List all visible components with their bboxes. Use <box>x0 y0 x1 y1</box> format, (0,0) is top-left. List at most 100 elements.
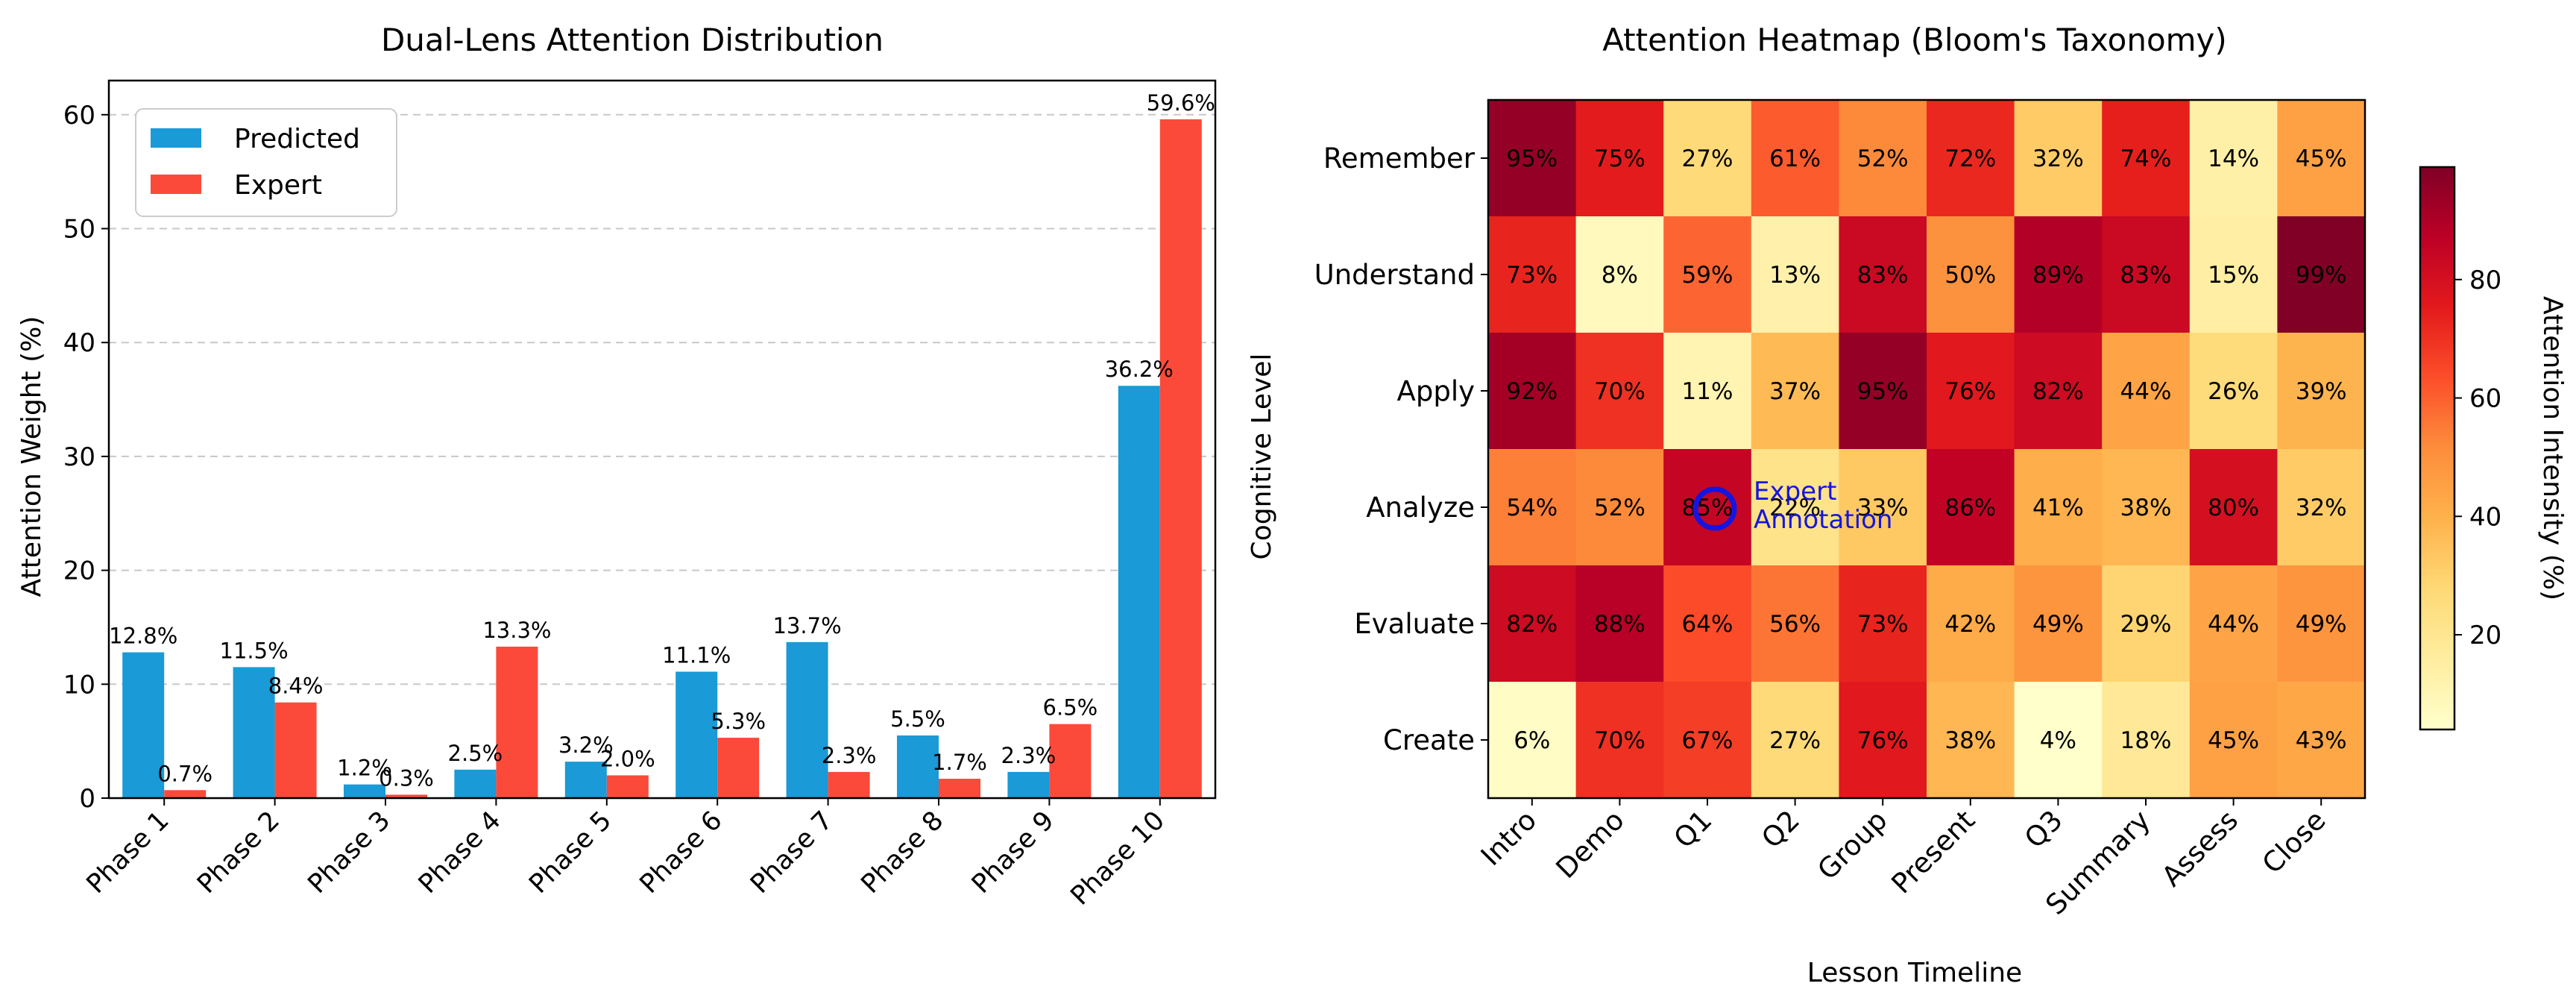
heatmap-column-label: Demo <box>1550 804 1631 885</box>
predicted-bar <box>786 641 828 798</box>
heatmap-cell-label: 70% <box>1594 378 1646 405</box>
heatmap-cell <box>1663 449 1752 566</box>
heatmap-cell-label: 73% <box>1506 262 1558 289</box>
predicted-bar <box>233 667 275 798</box>
annotation-circle-marker <box>1692 486 1737 531</box>
expert-value-label: 2.0% <box>600 746 655 771</box>
colorbar-label: Attention Intensity (%) <box>2537 296 2568 600</box>
bar-x-tick-label: Phase 2 <box>192 806 286 900</box>
heatmap-cell <box>2014 449 2103 566</box>
heatmap-cell <box>2189 449 2278 566</box>
heatmap-cell-label: 67% <box>1682 727 1733 754</box>
heatmap-cell-label: 95% <box>1857 378 1909 405</box>
legend-predicted-swatch <box>151 128 201 148</box>
heatmap-cell <box>2014 565 2103 682</box>
heatmap-cell-label: 95% <box>1506 145 1558 172</box>
heatmap-cell-label: 22% <box>1769 495 1821 521</box>
heatmap-cell-label: 83% <box>2120 262 2172 289</box>
heatmap-cell-label: 75% <box>1594 145 1646 172</box>
expert-bar <box>274 702 317 798</box>
predicted-value-label: 1.2% <box>337 756 392 781</box>
expert-value-label: 13.3% <box>482 618 551 643</box>
heatmap-cell <box>1927 449 2015 566</box>
legend-predicted-label: Predicted <box>234 124 360 154</box>
heatmap-cell <box>1839 216 1927 333</box>
heatmap-cell-label: 64% <box>1682 611 1733 638</box>
predicted-bar <box>897 735 939 798</box>
heatmap-cell-label: 88% <box>1594 611 1646 638</box>
heatmap-cell-label: 43% <box>2296 727 2347 754</box>
heatmap-row-label: Analyze <box>1366 492 1475 524</box>
heatmap-row-label: Understand <box>1314 259 1475 291</box>
heatmap-cell <box>1575 565 1664 682</box>
heatmap-cell <box>1488 565 1577 682</box>
heatmap-cell <box>2102 216 2191 333</box>
colorbar-tick-label: 80 <box>2469 266 2501 295</box>
predicted-value-label: 13.7% <box>773 613 842 638</box>
annotation-text-line1: Expert <box>1754 477 1836 506</box>
heatmap-cell <box>2102 682 2191 799</box>
heatmap-cell <box>1751 565 1839 682</box>
heatmap-cell <box>2277 216 2366 333</box>
heatmap-cell <box>2102 449 2191 566</box>
colorbar-tick-label: 40 <box>2469 502 2501 532</box>
heatmap-cell-label: 72% <box>1944 145 1996 172</box>
heatmap-cell <box>1839 100 1927 217</box>
bar-chart-title: Dual-Lens Attention Distribution <box>381 22 884 58</box>
heatmap-cell-label: 4% <box>2040 727 2076 754</box>
predicted-value-label: 11.5% <box>220 638 289 663</box>
heatmap-cell <box>1575 449 1664 566</box>
expert-value-label: 1.7% <box>932 750 987 775</box>
heatmap-cell <box>1839 682 1927 799</box>
heatmap-cell <box>2277 333 2366 450</box>
heatmap-cell <box>1927 100 2015 217</box>
heatmap-cell-label: 33% <box>1857 495 1909 521</box>
heatmap-cell <box>1663 333 1752 450</box>
predicted-bar <box>1007 771 1050 798</box>
predicted-value-label: 2.5% <box>448 741 503 766</box>
heatmap-cell <box>2277 100 2366 217</box>
heatmap-cell <box>1575 216 1664 333</box>
heatmap-cell-label: 49% <box>2032 611 2084 638</box>
heatmap-cell-label: 86% <box>1944 495 1996 521</box>
bar-x-tick-label: Phase 8 <box>856 806 950 900</box>
heatmap-cell <box>2014 100 2103 217</box>
heatmap-cell <box>1751 682 1839 799</box>
heatmap-cell-label: 6% <box>1514 727 1550 754</box>
heatmap-cell-label: 13% <box>1769 262 1821 289</box>
heatmap-cell <box>1488 449 1577 566</box>
expert-bar <box>1159 119 1202 798</box>
heatmap-cell <box>1575 333 1664 450</box>
heatmap-cell-label: 41% <box>2032 495 2084 521</box>
heatmap-cell <box>1488 682 1577 799</box>
legend-expert-swatch <box>151 175 201 194</box>
bar-y-tick-label: 60 <box>63 101 95 131</box>
expert-value-label: 5.3% <box>711 709 766 734</box>
expert-bar <box>717 738 760 798</box>
heatmap-cell <box>2102 100 2191 217</box>
heatmap-title: Attention Heatmap (Bloom's Taxonomy) <box>1602 22 2227 58</box>
heatmap-cell <box>1927 333 2015 450</box>
bar-chart-bars <box>122 119 1202 798</box>
heatmap-cell-label: 50% <box>1944 262 1996 289</box>
expert-bar <box>1049 724 1092 798</box>
predicted-value-label: 3.2% <box>558 732 614 758</box>
heatmap-row-label: Evaluate <box>1354 608 1475 640</box>
heatmap-cell <box>1927 565 2015 682</box>
heatmap-cell <box>2014 216 2103 333</box>
heatmap-cell-label: 82% <box>2032 378 2084 405</box>
expert-value-label: 59.6% <box>1147 90 1215 116</box>
heatmap-cell-label: 82% <box>1506 611 1558 638</box>
heatmap-cell-label: 44% <box>2120 378 2172 405</box>
heatmap-cell <box>1488 100 1577 217</box>
heatmap-cell-label: 37% <box>1769 378 1821 405</box>
heatmap-row-label: Apply <box>1397 375 1475 407</box>
bar-x-tick-label: Phase 7 <box>745 806 839 900</box>
heatmap-cell <box>2277 565 2366 682</box>
heatmap-cell <box>1839 565 1927 682</box>
heatmap-cell-label: 39% <box>2296 378 2347 405</box>
heatmap-cell <box>1663 100 1752 217</box>
heatmap-cell-label: 99% <box>2296 262 2347 289</box>
heatmap-cell <box>1663 565 1752 682</box>
